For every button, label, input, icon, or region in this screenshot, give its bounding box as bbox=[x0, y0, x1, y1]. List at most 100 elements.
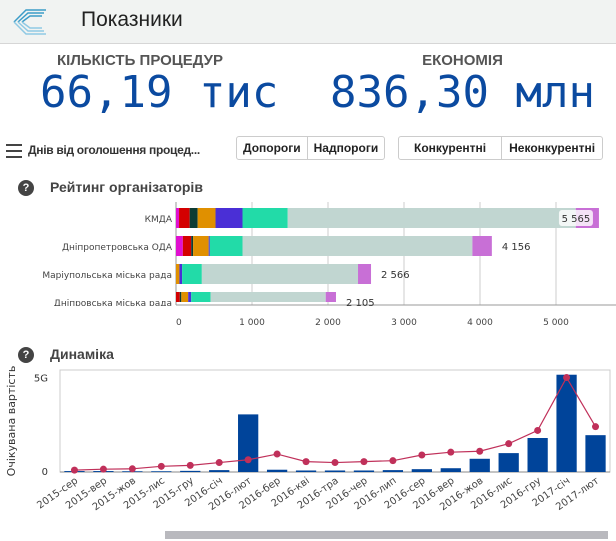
data-label: 4 156 bbox=[502, 242, 531, 253]
category-label: Маріупольська міська рада bbox=[42, 271, 172, 281]
kpi-savings: ЕКОНОМІЯ 836,30 млн bbox=[330, 52, 595, 117]
bar-segment bbox=[472, 236, 492, 256]
bar-segment bbox=[287, 208, 576, 228]
bar-segment bbox=[191, 236, 194, 256]
bar-segment bbox=[189, 208, 198, 228]
bar bbox=[295, 470, 317, 472]
page-title: Показники bbox=[81, 8, 183, 31]
bar-segment bbox=[325, 292, 336, 302]
bar bbox=[180, 470, 201, 472]
bar-segment bbox=[208, 236, 210, 256]
line-point bbox=[360, 458, 368, 466]
bar-segment bbox=[242, 236, 473, 256]
bar-segment bbox=[358, 264, 372, 284]
data-label: 5 565 bbox=[562, 214, 591, 225]
bar bbox=[585, 435, 606, 472]
question-circle-icon[interactable]: ? bbox=[18, 180, 34, 197]
section-title: Рейтинг організаторів bbox=[50, 179, 203, 195]
line-point bbox=[128, 465, 136, 473]
x-tick-label: 4 000 bbox=[467, 318, 493, 328]
category-label: Дніпровська міська рада bbox=[54, 299, 172, 309]
bar bbox=[411, 469, 432, 472]
hamburger-icon[interactable] bbox=[6, 144, 22, 158]
data-label: 2 566 bbox=[381, 270, 410, 281]
bar-segment bbox=[176, 264, 180, 284]
line-point bbox=[99, 465, 107, 473]
bar bbox=[353, 470, 375, 472]
bar-segment bbox=[179, 292, 182, 302]
chart-scrollbar[interactable] bbox=[165, 531, 608, 539]
top-bar: Показники bbox=[0, 0, 616, 44]
bar bbox=[238, 414, 259, 472]
line-point bbox=[70, 466, 78, 474]
bar-segment bbox=[176, 292, 180, 302]
line-point bbox=[476, 447, 484, 455]
data-label: 2 105 bbox=[346, 298, 375, 309]
noncompetitive-button[interactable]: Неконкурентні bbox=[501, 137, 602, 159]
above-threshold-button[interactable]: Надпороги bbox=[306, 137, 385, 159]
x-tick-label: 0 bbox=[176, 318, 182, 328]
bar-segment bbox=[176, 208, 180, 228]
line-point bbox=[215, 459, 223, 467]
y-tick-label: 0 bbox=[42, 467, 48, 478]
below-threshold-button[interactable]: Допороги bbox=[243, 141, 301, 155]
line-point bbox=[418, 451, 426, 459]
bar bbox=[209, 470, 230, 472]
x-tick-label: 2 000 bbox=[315, 318, 341, 328]
bar-segment bbox=[210, 292, 326, 302]
bar-segment bbox=[181, 292, 189, 302]
ranking-header: ? Рейтинг організаторів bbox=[18, 179, 203, 197]
bar-segment bbox=[182, 236, 192, 256]
line-point bbox=[534, 426, 542, 434]
category-label: Дніпропетровська ОДА bbox=[62, 243, 173, 253]
bar bbox=[324, 470, 346, 472]
competitive-button[interactable]: Конкурентні bbox=[414, 141, 487, 155]
bar-segment bbox=[242, 208, 288, 228]
x-tick-label: 3 000 bbox=[391, 318, 417, 328]
bar bbox=[498, 453, 519, 472]
category-label: КМДА bbox=[145, 215, 173, 225]
bar bbox=[382, 470, 404, 472]
line-point bbox=[505, 440, 513, 448]
y-axis-label: Очікувана вартість bbox=[5, 366, 18, 477]
dynamics-header: ? Динаміка bbox=[18, 346, 114, 364]
bar bbox=[266, 469, 288, 472]
line-point bbox=[244, 456, 252, 464]
line-point bbox=[186, 461, 194, 469]
kpi-value: 66,19 тис bbox=[40, 67, 279, 118]
bar-segment bbox=[215, 208, 243, 228]
bar-segment bbox=[191, 292, 211, 302]
bar bbox=[527, 438, 548, 472]
threshold-toggle: Допороги Надпороги bbox=[236, 136, 386, 160]
bar-segment bbox=[201, 264, 359, 284]
kpi-procedures: КІЛЬКІСТЬ ПРОЦЕДУР 66,19 тис bbox=[40, 52, 279, 118]
bar-segment bbox=[188, 292, 192, 302]
bar bbox=[556, 374, 577, 472]
bar-segment bbox=[179, 208, 190, 228]
line-point bbox=[563, 374, 571, 382]
bar-segment bbox=[182, 264, 202, 284]
question-circle-icon[interactable]: ? bbox=[18, 347, 34, 364]
section-title: Динаміка bbox=[50, 346, 114, 362]
line-point bbox=[592, 423, 600, 431]
kpi-label: ЕКОНОМІЯ bbox=[422, 52, 503, 69]
line-point bbox=[302, 458, 310, 466]
bar bbox=[151, 471, 172, 472]
line-point bbox=[157, 462, 165, 470]
y-tick-label: 5G bbox=[34, 374, 48, 385]
bar-segment bbox=[197, 208, 216, 228]
bar-segment bbox=[193, 236, 209, 256]
ranking-chart: КМДА 5 565 Дніпропетровська ОДА 4 156 Маріуп… bbox=[0, 202, 616, 328]
bar-segment bbox=[209, 236, 243, 256]
field-selector[interactable]: Днів від оголошення процед... bbox=[28, 143, 200, 157]
line-point bbox=[331, 459, 339, 467]
line-point bbox=[389, 457, 397, 465]
kpi-label: КІЛЬКІСТЬ ПРОЦЕДУР bbox=[57, 52, 223, 69]
data-label-bg bbox=[558, 210, 593, 226]
bar bbox=[469, 458, 490, 472]
x-tick-label: 1 000 bbox=[239, 318, 265, 328]
bar bbox=[440, 468, 461, 472]
bar-segment bbox=[176, 236, 183, 256]
app-logo bbox=[13, 9, 46, 35]
